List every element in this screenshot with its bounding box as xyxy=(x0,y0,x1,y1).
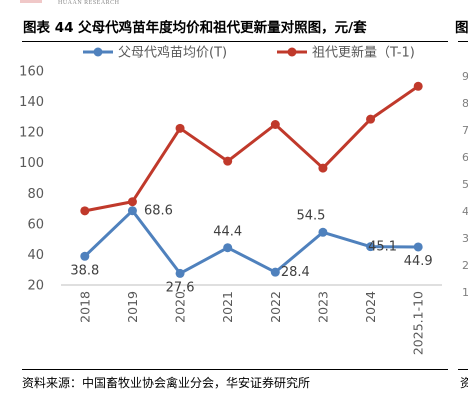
logo-mark xyxy=(20,0,42,3)
y-tick-label: 80 xyxy=(27,187,44,202)
adjacent-tick-fragment: 6 xyxy=(462,151,468,164)
adjacent-tick-fragment: 8 xyxy=(462,97,468,110)
adjacent-source-fragment: 资 xyxy=(460,376,468,390)
x-tick-label: 2025.1-10 xyxy=(411,291,426,355)
y-tick-label: 100 xyxy=(19,156,44,171)
data-point-s1 xyxy=(223,156,233,166)
y-tick-label: 60 xyxy=(27,217,44,232)
data-point-s1 xyxy=(175,123,185,133)
y-tick-label: 20 xyxy=(27,279,44,294)
data-label: 38.8 xyxy=(70,263,99,278)
legend-label-1: 祖代更新量（T-1) xyxy=(312,45,415,61)
data-point-s0 xyxy=(318,227,328,237)
data-point-s0 xyxy=(270,267,280,277)
x-tick-label: 2020 xyxy=(173,291,188,323)
figure-title: 图表 44 父母代鸡苗年度均价和祖代更新量对照图，元/套 xyxy=(23,20,367,36)
data-point-s1 xyxy=(270,120,280,129)
series-line-1 xyxy=(84,85,420,213)
data-point-s0 xyxy=(413,242,423,252)
adjacent-tick-fragment: 1 xyxy=(462,286,468,299)
adjacent-tick-fragment: 5 xyxy=(462,178,468,191)
y-tick-label: 140 xyxy=(19,95,44,110)
adjacent-tick-fragment: 3 xyxy=(462,232,468,245)
data-point-s1 xyxy=(127,197,137,207)
logo-text: HUAAN RESEARCH xyxy=(58,0,120,6)
data-point-s0 xyxy=(223,243,233,253)
x-tick-label: 2021 xyxy=(220,291,235,323)
adjacent-title-rule xyxy=(458,41,468,42)
data-label: 54.5 xyxy=(296,208,325,223)
series-line-0 xyxy=(83,209,419,275)
x-tick-label: 2018 xyxy=(77,291,92,323)
data-point-s0 xyxy=(366,242,376,252)
x-tick-label: 2023 xyxy=(315,291,330,323)
legend-label-0: 父母代鸡苗均价(T) xyxy=(118,45,227,61)
data-point-s1 xyxy=(318,163,328,173)
data-point-s1 xyxy=(80,206,90,216)
y-tick-label: 40 xyxy=(27,248,44,263)
data-point-s1 xyxy=(413,81,423,91)
data-label: 68.6 xyxy=(144,204,173,219)
y-tick-label: 160 xyxy=(19,65,44,80)
data-label: 27.6 xyxy=(166,280,195,295)
source-note: 资料来源：中国畜牧业协会禽业分会，华安证券研究所 xyxy=(22,376,311,390)
adjacent-tick-fragment: 9 xyxy=(462,70,468,83)
data-point-s0 xyxy=(127,206,137,216)
x-tick-label: 2019 xyxy=(125,291,140,323)
y-tick-label: 120 xyxy=(19,126,44,141)
adjacent-tick-fragment: 4 xyxy=(462,205,468,218)
adjacent-tick-fragment: 2 xyxy=(462,259,468,272)
data-label: 44.4 xyxy=(213,225,242,240)
data-point-s0 xyxy=(80,251,90,261)
title-rule xyxy=(22,41,448,42)
legend-marker-0 xyxy=(93,47,103,57)
legend-marker-1 xyxy=(287,47,297,57)
adjacent-source-rule xyxy=(458,369,468,370)
data-label: 44.9 xyxy=(404,254,433,269)
adjacent-tick-fragment: 7 xyxy=(462,124,468,137)
data-point-s0 xyxy=(175,268,185,278)
data-label: 28.4 xyxy=(281,265,310,280)
data-point-s1 xyxy=(366,114,376,124)
x-tick-label: 2024 xyxy=(363,291,378,323)
adjacent-figure-title-fragment: 图 xyxy=(455,20,468,36)
data-label: 45.1 xyxy=(368,240,397,255)
x-tick-label: 2022 xyxy=(268,291,283,323)
source-rule xyxy=(22,369,448,370)
